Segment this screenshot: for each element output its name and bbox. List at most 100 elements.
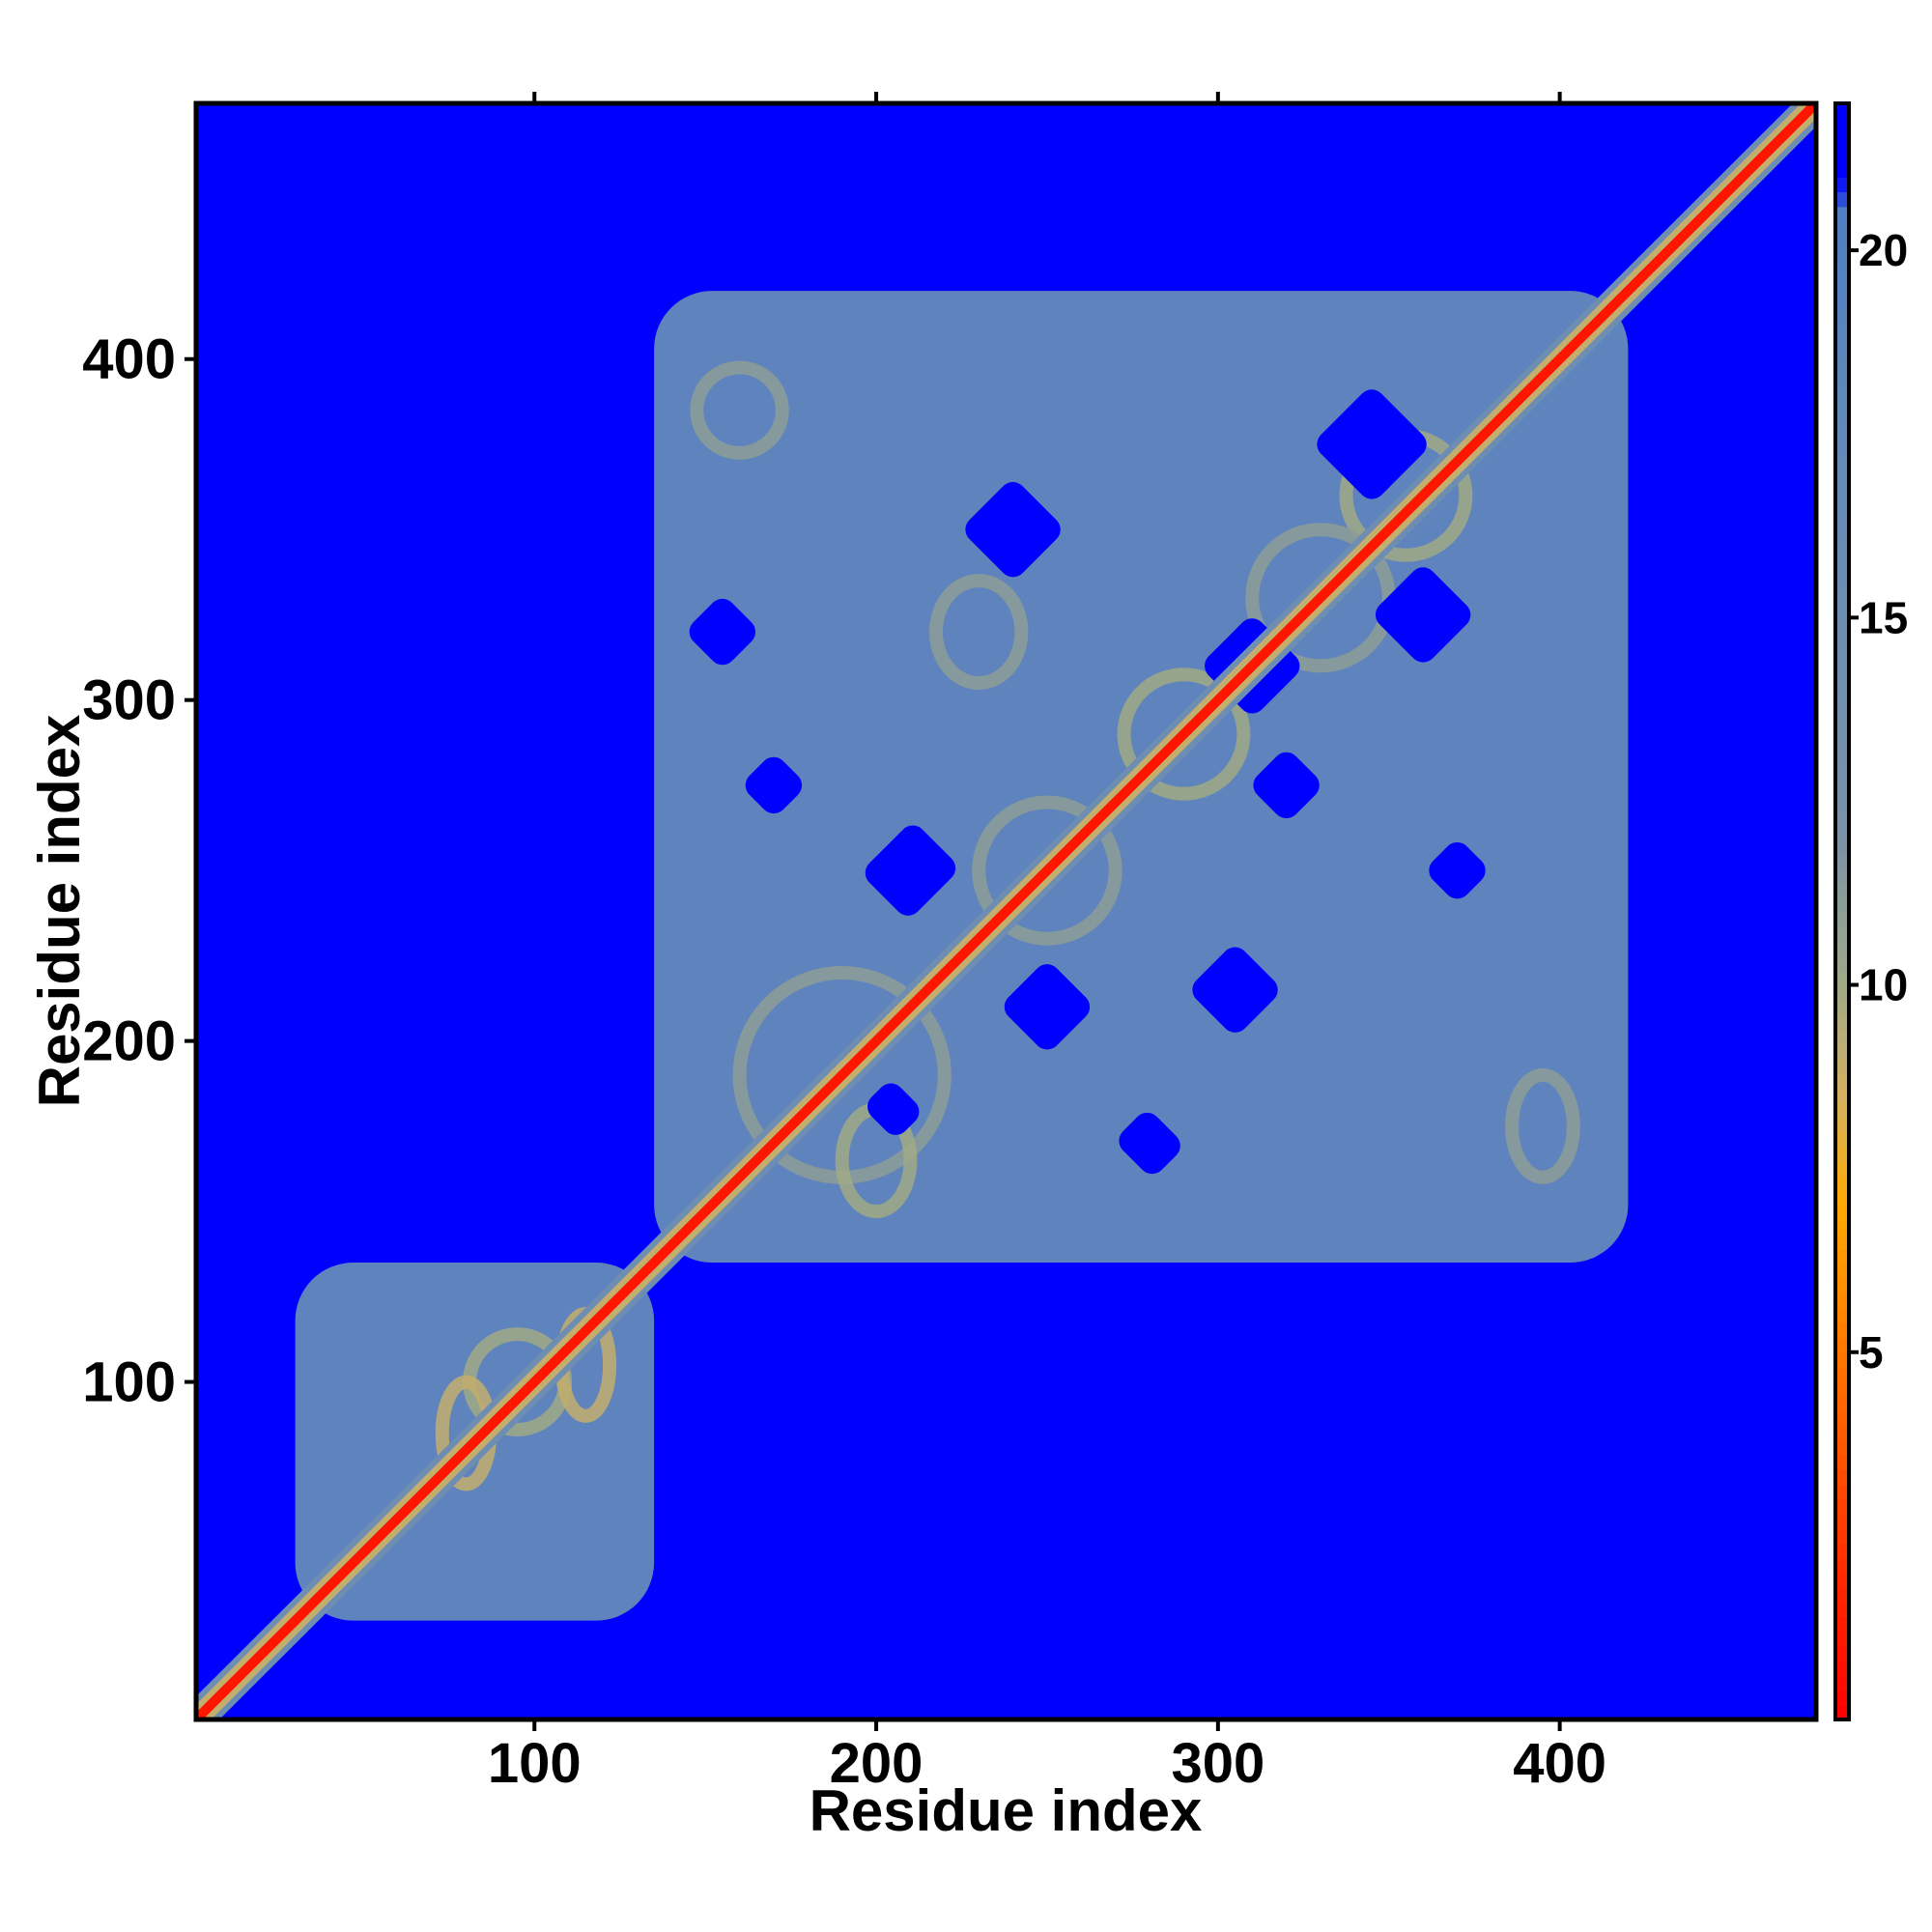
colorbar-segment (1835, 1410, 1849, 1427)
x-tick-label: 400 (1513, 1732, 1606, 1795)
colorbar-segment (1835, 1117, 1849, 1133)
no-contact-region-8 (689, 598, 756, 666)
colorbar-segment (1835, 734, 1849, 751)
colorbar-segment (1835, 397, 1849, 413)
colorbar-segment (1835, 147, 1849, 163)
colorbar-segment (1835, 573, 1849, 589)
no-contact-region-1 (965, 482, 1061, 578)
colorbar-frame (1833, 101, 1851, 1721)
colorbar-segment (1835, 1013, 1849, 1030)
no-contact-region-5 (865, 825, 956, 916)
colorbar-segment (1835, 720, 1849, 736)
diagonal-band-3 (196, 103, 1816, 1719)
no-contact-region-11 (1253, 752, 1320, 819)
colorbar-segment (1835, 925, 1849, 942)
no-contact-region-9 (745, 756, 803, 814)
colorbar-segment (1835, 1455, 1849, 1471)
colorbar-segment (1835, 514, 1849, 530)
colorbar-segment (1835, 852, 1849, 868)
colorbar-segment (1835, 1616, 1849, 1633)
y-tick-label: 400 (82, 328, 176, 391)
colorbar-segment (1835, 691, 1849, 707)
colorbar-segment (1835, 809, 1849, 825)
colorbar-segment (1835, 838, 1849, 854)
colorbar-segment (1835, 632, 1849, 648)
colorbar-segment (1835, 896, 1849, 913)
colorbar-segment (1835, 793, 1849, 810)
colorbar-segment (1835, 235, 1849, 251)
colorbar-segment (1835, 1484, 1849, 1500)
colorbar-segment (1835, 1337, 1849, 1353)
colorbar-segment (1835, 1631, 1849, 1647)
colorbar-segment (1835, 470, 1849, 487)
no-contact-region-3 (1375, 567, 1471, 663)
colorbar-segment (1835, 1661, 1849, 1677)
plot-frame (193, 100, 1819, 1722)
colorbar-segment (1835, 1528, 1849, 1545)
x-axis-title: Residue index (810, 1778, 1203, 1843)
colorbar-segment (1835, 250, 1849, 267)
colorbar-segment (1835, 499, 1849, 516)
colorbar-segment (1835, 1176, 1849, 1192)
colorbar-segment (1835, 1029, 1849, 1045)
x-axis: 100 200 300 400 (488, 92, 1606, 1795)
no-contact-region-12 (1119, 1112, 1180, 1175)
colorbar-segment (1835, 177, 1849, 193)
no-contact-region-6 (1192, 947, 1278, 1033)
colorbar-segment (1835, 603, 1849, 619)
colorbar-segment (1835, 1557, 1849, 1574)
colorbar-segment (1835, 191, 1849, 208)
colorbar-segment (1835, 1704, 1849, 1720)
colorbar-segment (1835, 412, 1849, 428)
colorbar-segment (1835, 456, 1849, 472)
colorbar-segment (1835, 1690, 1849, 1706)
colorbar-segment (1835, 324, 1849, 340)
colorbar-segment (1835, 279, 1849, 296)
colorbar-segment (1835, 1514, 1849, 1530)
colorbar-segment (1835, 1543, 1849, 1559)
heatmap-cells (196, 103, 1816, 1719)
colorbar-segment (1835, 103, 1849, 120)
colorbar-segment (1835, 1675, 1849, 1691)
colorbar-segment (1835, 1088, 1849, 1104)
contact-feature-6 (928, 574, 1029, 691)
colorbar-segment (1835, 294, 1849, 310)
y-axis-title: Residue index (27, 715, 92, 1108)
colorbar-segment (1835, 485, 1849, 501)
colorbar-segment (1835, 1146, 1849, 1162)
colorbar-segment (1835, 1366, 1849, 1382)
colorbar-segment (1835, 764, 1849, 781)
colorbar-segment (1835, 1381, 1849, 1398)
y-tick-label: 300 (82, 669, 176, 732)
colorbar-segment (1835, 970, 1849, 986)
colorbar-segment (1835, 1425, 1849, 1441)
colorbar-segment (1835, 1235, 1849, 1251)
colorbar-segment (1835, 911, 1849, 927)
colorbar-segment (1835, 1587, 1849, 1604)
contact-feature-7 (1117, 668, 1251, 801)
colorbar-segment (1835, 382, 1849, 398)
colorbar-segment (1835, 1293, 1849, 1309)
colorbar-segment (1835, 132, 1849, 149)
colorbar-segment (1835, 750, 1849, 766)
colorbar-segment (1835, 1351, 1849, 1368)
colorbar-segment (1835, 529, 1849, 546)
colorbar-tick-label: 20 (1859, 225, 1908, 275)
colorbar-segment (1835, 265, 1849, 281)
colorbar-segment (1835, 867, 1849, 883)
colorbar-segment (1835, 617, 1849, 634)
colorbar-segment (1835, 1043, 1849, 1060)
colorbar-segment (1835, 1278, 1849, 1294)
colorbar-segment (1835, 1602, 1849, 1618)
x-tick-label: 200 (830, 1732, 923, 1795)
colorbar-segment (1835, 1469, 1849, 1486)
colorbar-segment (1835, 823, 1849, 839)
colorbar: 5 10 15 20 (1833, 101, 1908, 1721)
no-contact-region-13 (867, 1083, 920, 1135)
colorbar-segment (1835, 999, 1849, 1015)
colorbar-segment (1835, 440, 1849, 457)
colorbar-segment (1835, 1322, 1849, 1339)
no-contact-region-10 (1429, 841, 1486, 899)
heatmap-plot-area (196, 103, 1816, 1719)
